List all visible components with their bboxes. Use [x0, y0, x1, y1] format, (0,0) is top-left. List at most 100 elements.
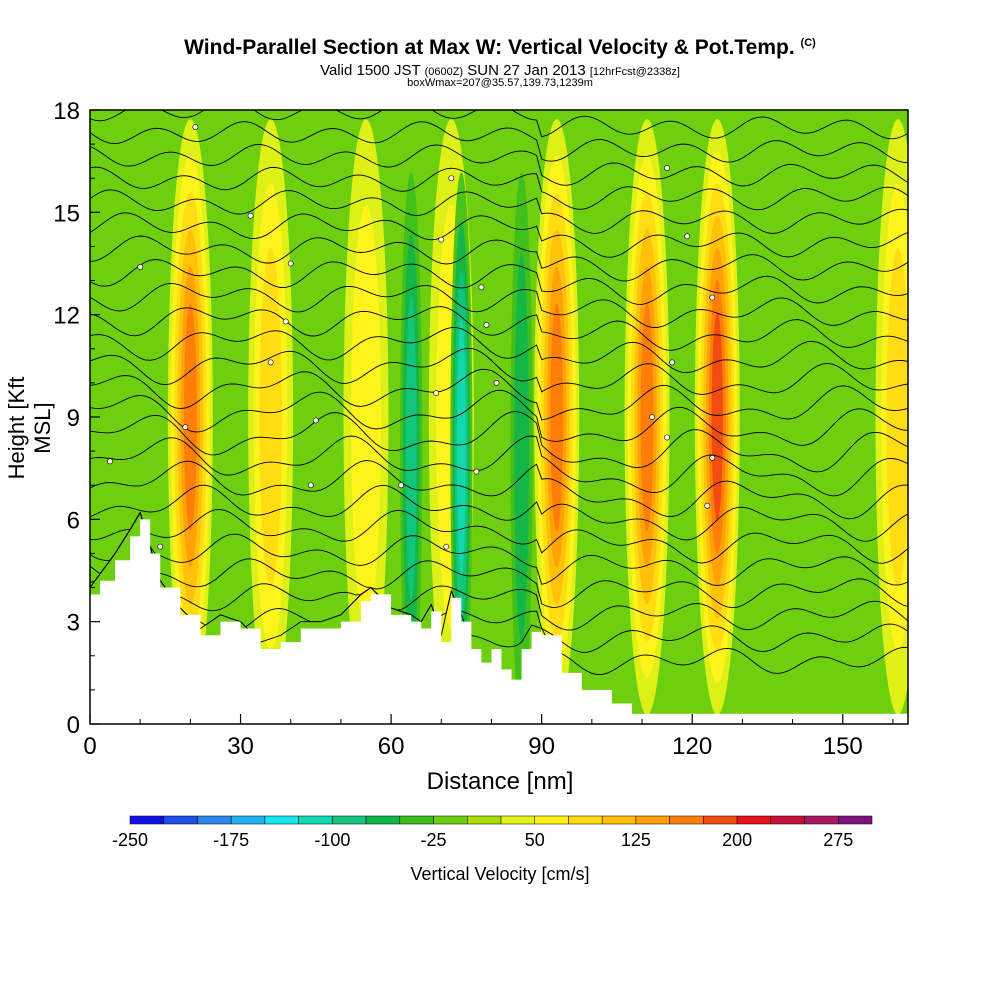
- colorbar-swatch: [197, 815, 232, 825]
- colorbar-swatch: [467, 815, 502, 825]
- terrain-profile: [90, 519, 908, 724]
- colorbar-swatch: [365, 815, 401, 825]
- theta-label-marker: [398, 482, 405, 489]
- theta-label-marker: [247, 212, 254, 219]
- y-tick-label: 15: [53, 200, 80, 227]
- theta-contours: [90, 110, 908, 675]
- colorbar-swatch: [500, 815, 535, 825]
- theta-labels: [107, 124, 716, 550]
- theta-label-marker: [704, 502, 711, 509]
- theta-contour-5: [90, 509, 908, 564]
- theta-label-marker: [443, 543, 450, 550]
- colorbar-tick-label: 200: [722, 830, 752, 850]
- theta-label-marker: [282, 318, 289, 325]
- updraft-column-5-level-5: [640, 303, 654, 531]
- colorbar-swatch: [770, 815, 805, 825]
- colorbar-tick-label: -25: [421, 830, 447, 850]
- colorbar: -250 -175 -100 -25 50 125 200 275: [112, 815, 873, 850]
- downdraft-column-2-level-1: [514, 253, 529, 642]
- y-tick-label: 0: [67, 712, 80, 739]
- colorbar-swatch: [736, 815, 772, 825]
- theta-contour-10: [90, 389, 908, 446]
- chart-subtitle-2: boxWmax=207@35.57,139.73,1239m: [407, 77, 593, 89]
- colorbar-swatch: [129, 815, 164, 825]
- theta-contour-20: [90, 166, 908, 211]
- colorbar-swatch: [433, 815, 468, 825]
- colorbar-tick-label: -100: [314, 830, 350, 850]
- x-tick-label: 120: [672, 733, 712, 760]
- subtitle-zulu: (0600Z): [424, 66, 464, 78]
- theta-label-marker: [182, 424, 189, 431]
- y-tick-label: 3: [67, 610, 80, 637]
- theta-contour-19: [90, 189, 908, 234]
- colorbar-tick-label: 50: [525, 830, 545, 850]
- colorbar-swatch: [601, 815, 637, 825]
- theta-contour-14: [90, 306, 908, 351]
- theta-contour-6: [90, 484, 908, 542]
- colorbar-swatch: [298, 815, 333, 825]
- colorbar-swatch: [838, 815, 873, 825]
- colorbar-swatch: [534, 815, 569, 825]
- subtitle-valid: Valid 1500 JST: [320, 62, 421, 79]
- x-tick-label: 150: [823, 733, 863, 760]
- updraft-column-7-level-2: [886, 248, 908, 586]
- colorbar-swatch: [264, 815, 299, 825]
- colorbar-swatch: [703, 815, 738, 825]
- updraft-column-4-level-5: [550, 303, 564, 531]
- theta-label-marker: [709, 294, 716, 301]
- downdraft-column-1-level-3: [456, 319, 466, 576]
- theta-contour-1: [90, 511, 908, 653]
- theta-contour-22: [90, 121, 908, 163]
- y-tick-label: 6: [67, 507, 80, 534]
- y-tick-label: 18: [53, 98, 80, 125]
- colorbar-swatch: [568, 815, 603, 825]
- colorbar-label: Vertical Velocity [cm/s]: [410, 864, 590, 884]
- theta-contour-7: [90, 460, 908, 520]
- theta-label-marker: [493, 379, 500, 386]
- theta-label-marker: [312, 417, 319, 424]
- colorbar-swatch: [635, 815, 670, 825]
- theta-contour-16: [90, 259, 908, 305]
- x-tick-label: 90: [528, 733, 555, 760]
- colorbar-swatch: [332, 815, 367, 825]
- theta-label-marker: [709, 455, 716, 461]
- y-tick-label: 12: [53, 303, 80, 330]
- theta-contour-4: [90, 511, 908, 586]
- theta-label-marker: [664, 165, 671, 171]
- chart-title: Wind-Parallel Section at Max W: Vertical…: [0, 36, 1000, 60]
- colorbar-tick-label: 125: [621, 830, 651, 850]
- theta-label-marker: [448, 175, 455, 182]
- theta-contour-18: [90, 212, 908, 258]
- theta-label-marker: [157, 543, 164, 550]
- theta-label-marker: [433, 390, 440, 397]
- colorbar-tick-label: 275: [823, 830, 853, 850]
- theta-label-marker: [438, 236, 445, 243]
- x-axis-label: Distance [nm]: [426, 768, 574, 795]
- theta-contour-12: [90, 347, 908, 395]
- updraft-column-0-level-5: [183, 303, 197, 531]
- x-tick-label: 60: [378, 733, 405, 760]
- subtitle-date: SUN 27 Jan 2013: [467, 62, 586, 79]
- theta-label-marker: [192, 124, 199, 130]
- x-tick-label: 0: [83, 733, 96, 760]
- theta-label-marker: [137, 264, 144, 270]
- theta-label-marker: [649, 414, 655, 420]
- updraft-column-2-level-1: [351, 205, 382, 629]
- theta-label-marker: [664, 434, 671, 441]
- y-axis-label: Height [Kft MSL]: [4, 376, 55, 480]
- theta-contour-11: [90, 368, 908, 421]
- chart-title-mark: (C): [800, 37, 816, 49]
- theta-label-marker: [669, 359, 676, 366]
- colorbar-swatch: [804, 815, 839, 825]
- theta-label-marker: [107, 458, 113, 465]
- theta-label-marker: [478, 284, 485, 291]
- colorbar-swatch: [669, 815, 704, 825]
- theta-contour-3: [90, 511, 908, 609]
- theta-contour-13: [90, 327, 908, 374]
- theta-label-marker: [483, 321, 490, 328]
- terrain: [90, 519, 908, 724]
- theta-label-marker: [287, 260, 294, 267]
- theta-label-marker: [684, 233, 691, 240]
- downdraft-column-0-level-2: [405, 294, 417, 601]
